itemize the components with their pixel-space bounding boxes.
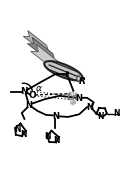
Text: N: N [76,94,83,103]
Polygon shape [76,75,81,82]
Text: N: N [25,101,33,110]
Text: N: N [45,132,51,141]
Polygon shape [23,31,48,51]
Polygon shape [31,44,62,70]
Text: R: R [79,77,86,86]
Polygon shape [44,61,82,80]
Text: N: N [20,130,27,139]
Polygon shape [27,37,55,60]
Text: O: O [29,91,36,100]
Text: N: N [14,125,20,134]
Text: N: N [86,103,93,112]
Text: N: N [113,109,119,118]
Text: $\alpha$: $\alpha$ [35,84,43,93]
Text: N: N [20,87,28,96]
Text: Ln: Ln [67,93,79,102]
Text: N: N [52,112,59,122]
Text: N: N [97,112,103,122]
Text: N: N [53,136,59,146]
